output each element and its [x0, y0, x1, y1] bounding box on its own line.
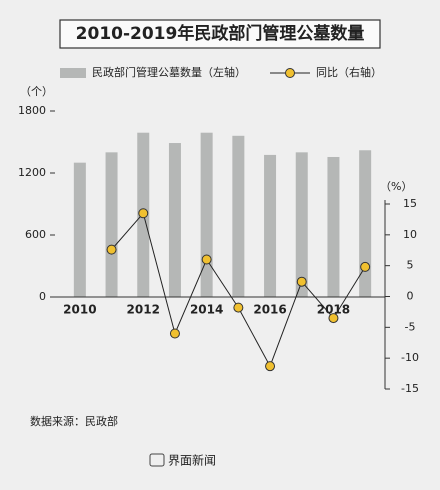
- bar: [327, 156, 340, 297]
- y2-tick-label: -10: [401, 351, 419, 364]
- legend-swatch: [285, 68, 295, 78]
- source: 数据来源：民政部: [30, 414, 118, 428]
- y2-tick-label: 10: [403, 228, 417, 241]
- line-marker: [296, 276, 307, 287]
- y-axis-label: （个）: [20, 85, 53, 98]
- bar: [73, 162, 86, 297]
- bar: [264, 154, 277, 297]
- y2-tick-label: -15: [401, 382, 419, 395]
- bar: [232, 135, 245, 297]
- y-tick-label: 0: [39, 290, 46, 303]
- footer-logo: [149, 453, 165, 467]
- line-marker: [328, 313, 339, 324]
- line-marker: [138, 208, 149, 219]
- y2-tick-label: 15: [403, 197, 417, 210]
- y2-tick-label: -5: [405, 320, 416, 333]
- line-marker: [106, 244, 117, 255]
- x-tick-label: 2018: [317, 303, 350, 317]
- x-tick-label: 2014: [190, 303, 223, 317]
- y-tick-label: 1200: [18, 166, 46, 179]
- y-tick-label: 600: [25, 228, 46, 241]
- legend-label: 民政部门管理公墓数量（左轴）: [92, 65, 246, 79]
- line-marker: [201, 254, 212, 265]
- line-marker: [265, 361, 276, 372]
- y-tick-label: 1800: [18, 104, 46, 117]
- y2-tick-label: 5: [407, 259, 414, 272]
- x-tick-label: 2010: [63, 303, 96, 317]
- chart-title: 2010-2019年民政部门管理公墓数量: [76, 23, 365, 44]
- bar: [105, 152, 118, 297]
- y2-tick-label: 0: [407, 290, 414, 303]
- bar: [168, 143, 181, 297]
- bar: [295, 152, 308, 297]
- x-tick-label: 2012: [127, 303, 160, 317]
- legend-label: 同比（右轴）: [316, 65, 382, 79]
- legend-swatch: [60, 68, 86, 78]
- line-marker: [169, 328, 180, 339]
- x-tick-label: 2016: [253, 303, 286, 317]
- line-marker: [360, 261, 371, 272]
- bar: [200, 132, 213, 297]
- title-box: [59, 19, 381, 49]
- footer: 界面新闻: [168, 453, 216, 468]
- bar: [359, 150, 372, 297]
- y2-axis-label: （%）: [380, 180, 412, 193]
- line-marker: [233, 302, 244, 313]
